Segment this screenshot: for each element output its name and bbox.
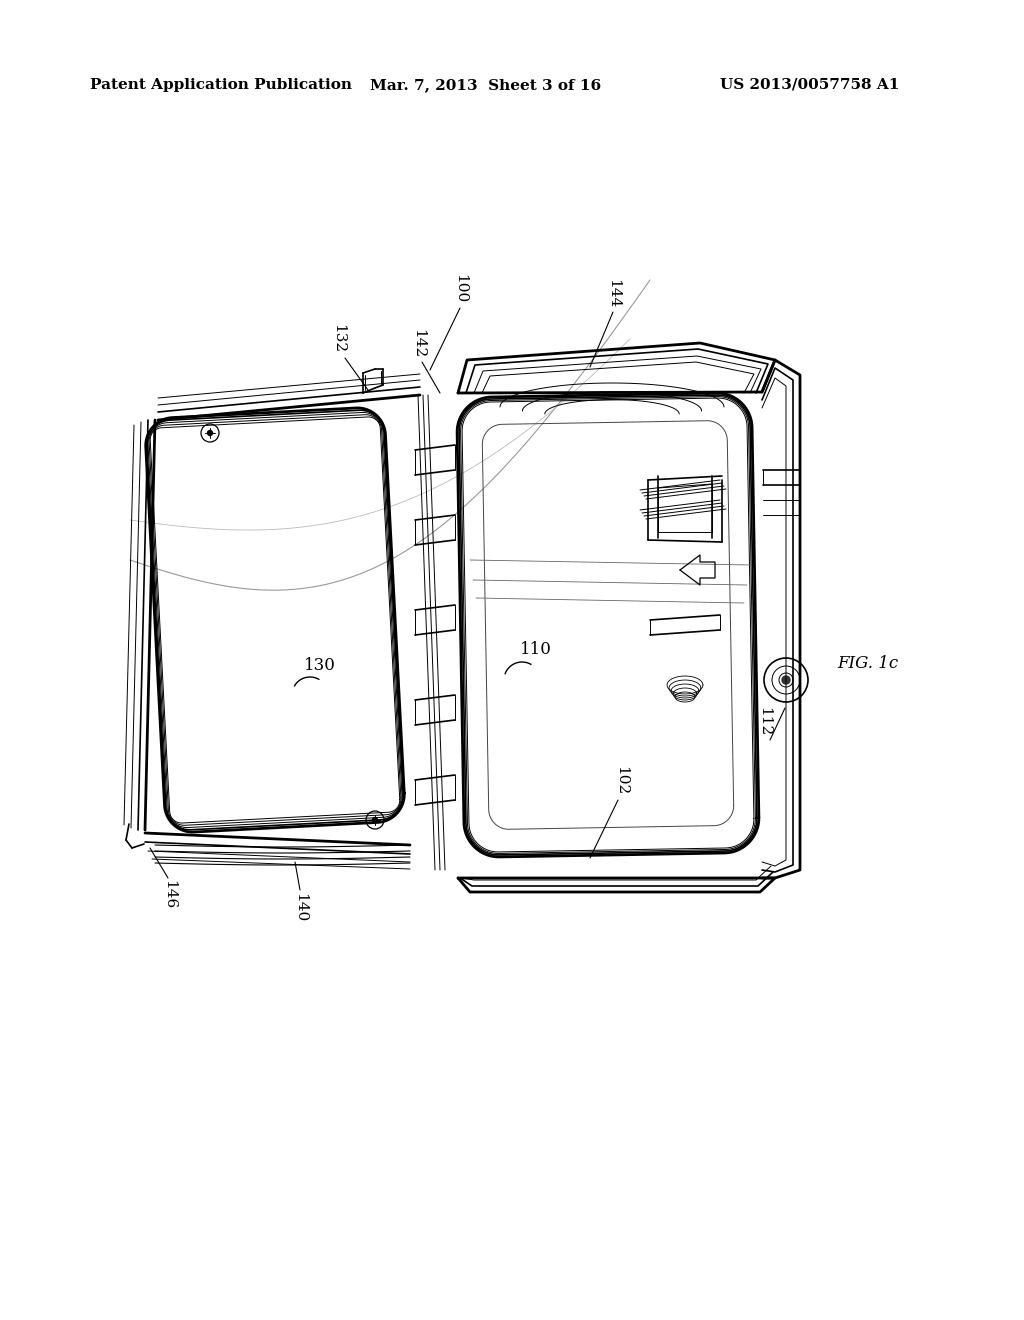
Text: 144: 144: [606, 279, 620, 308]
Text: 130: 130: [304, 656, 336, 673]
Circle shape: [373, 817, 378, 822]
Circle shape: [208, 430, 213, 436]
Circle shape: [782, 676, 790, 684]
Text: 110: 110: [520, 642, 552, 659]
Text: 140: 140: [293, 894, 307, 923]
Text: US 2013/0057758 A1: US 2013/0057758 A1: [720, 78, 899, 92]
Text: 100: 100: [453, 273, 467, 304]
Text: 112: 112: [757, 706, 771, 737]
Text: Mar. 7, 2013  Sheet 3 of 16: Mar. 7, 2013 Sheet 3 of 16: [370, 78, 601, 92]
Text: FIG. 1c: FIG. 1c: [838, 655, 899, 672]
Text: 142: 142: [411, 329, 425, 358]
Text: 102: 102: [614, 766, 628, 795]
Text: Patent Application Publication: Patent Application Publication: [90, 78, 352, 92]
Text: 132: 132: [331, 323, 345, 352]
Text: 146: 146: [162, 880, 176, 909]
